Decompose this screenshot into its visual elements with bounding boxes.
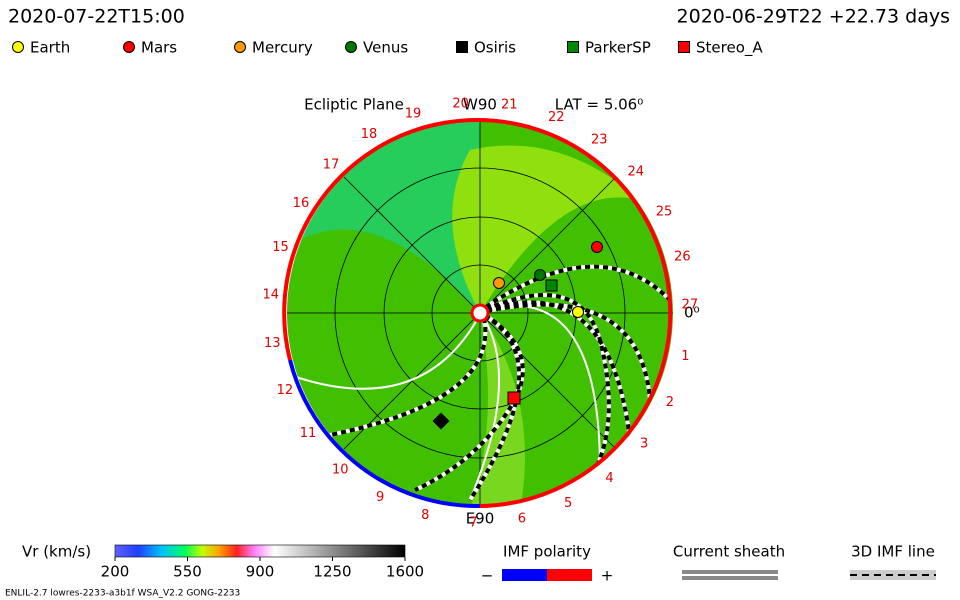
longitude-label: 17 [323, 158, 340, 173]
legend-marker [567, 41, 579, 53]
longitude-label: 10 [332, 462, 349, 477]
longitude-label: 23 [591, 133, 608, 148]
longitude-label: 13 [264, 336, 281, 351]
longitude-label: 21 [501, 98, 518, 113]
colorbar-scale [114, 544, 406, 558]
sheath-legend: Current sheath [673, 543, 785, 580]
legend-marker [345, 41, 357, 53]
imf-minus: − [481, 567, 494, 585]
imf-plus: + [601, 567, 614, 585]
longitude-label: 11 [300, 426, 317, 441]
imf-line-title: 3D IMF line [851, 543, 935, 561]
time: 2020-07-22T15:00 [8, 6, 185, 28]
plot: Ecliptic Plane LAT = 5.06⁰ W90 E90 0⁰ 12… [262, 96, 699, 531]
imf-negative [502, 569, 547, 581]
longitude-label: 26 [674, 249, 691, 264]
legend-marker [123, 41, 135, 53]
imf-line-legend: 3D IMF line [850, 543, 936, 580]
imf-positive [547, 569, 592, 581]
legend-marker [12, 41, 24, 53]
osiris [432, 412, 450, 430]
top-label: W90 [463, 96, 497, 114]
right-label: 0⁰ [684, 304, 700, 322]
colorbar-tick-label: 1600 [386, 563, 424, 581]
mars [591, 241, 603, 253]
longitude-label: 19 [405, 106, 422, 121]
sun [470, 303, 490, 323]
sheath-title: Current sheath [673, 543, 785, 561]
longitude-label: 25 [656, 204, 673, 219]
legend-label: Earth [30, 39, 70, 57]
colorbar-tick-label: 200 [101, 563, 130, 581]
legend-marker [456, 41, 468, 53]
bottom-label: E90 [466, 510, 495, 528]
longitude-label: 27 [682, 297, 699, 312]
rim-negative [288, 359, 481, 509]
imf-polarity: IMF polarity − + [481, 543, 614, 585]
longitude-label: 4 [605, 471, 613, 486]
longitude-label: 9 [376, 490, 384, 505]
colorbar-tick-label: 900 [246, 563, 275, 581]
legend-label: Venus [363, 39, 408, 57]
longitude-label: 2 [666, 395, 674, 410]
longitude-label: 1 [681, 349, 689, 364]
colorbar-tick-label: 550 [173, 563, 202, 581]
legend-label: Mars [141, 39, 177, 57]
legend-marker [678, 41, 690, 53]
longitude-label: 18 [361, 127, 378, 142]
longitude-label: 12 [277, 383, 294, 398]
plot-title: Ecliptic Plane [304, 96, 404, 114]
legend: Earth Mars Mercury Venus Osiris ParkerSP Stere… [12, 39, 763, 58]
longitude-label: 15 [272, 240, 289, 255]
longitude-label: 14 [262, 288, 279, 303]
rim-positive [282, 118, 673, 508]
longitude-label: 5 [564, 496, 572, 511]
longitude-label: 20 [452, 96, 469, 111]
venus [534, 269, 546, 281]
legend-label: Osiris [474, 39, 516, 57]
longitude-label: 16 [293, 196, 310, 211]
legend-label: Mercury [252, 39, 313, 57]
colorbar-label: Vr (km/s) [22, 543, 91, 561]
latitude: LAT = 5.06⁰ [555, 96, 643, 114]
colorbar-tick-label: 1250 [313, 563, 351, 581]
colorbar: Vr (km/s) 200 550 900 1250 1600 [22, 543, 424, 581]
longitude-label: 22 [548, 110, 565, 125]
footer: ENLIL-2.7 lowres-2233-a3b1f WSA_V2.2 GON… [5, 589, 240, 599]
fast-band [452, 145, 640, 313]
longitude-label: 3 [640, 437, 648, 452]
mercury [493, 277, 505, 289]
earth [572, 306, 584, 318]
legend-marker [234, 41, 246, 53]
longitude-label: 24 [628, 165, 645, 180]
run: 2020-06-29T22 +22.73 days [677, 6, 950, 28]
longitude-label: 8 [421, 508, 429, 523]
imf-title: IMF polarity [503, 543, 591, 561]
longitude-label: 7 [469, 515, 477, 530]
stereo-a [507, 391, 521, 405]
legend-label: ParkerSP [585, 39, 651, 57]
legend-label: Stereo_A [696, 39, 763, 58]
colorbar-ticks: 200 550 900 1250 1600 [101, 557, 424, 581]
longitude-label: 6 [518, 511, 526, 526]
parker-sp [545, 279, 558, 292]
